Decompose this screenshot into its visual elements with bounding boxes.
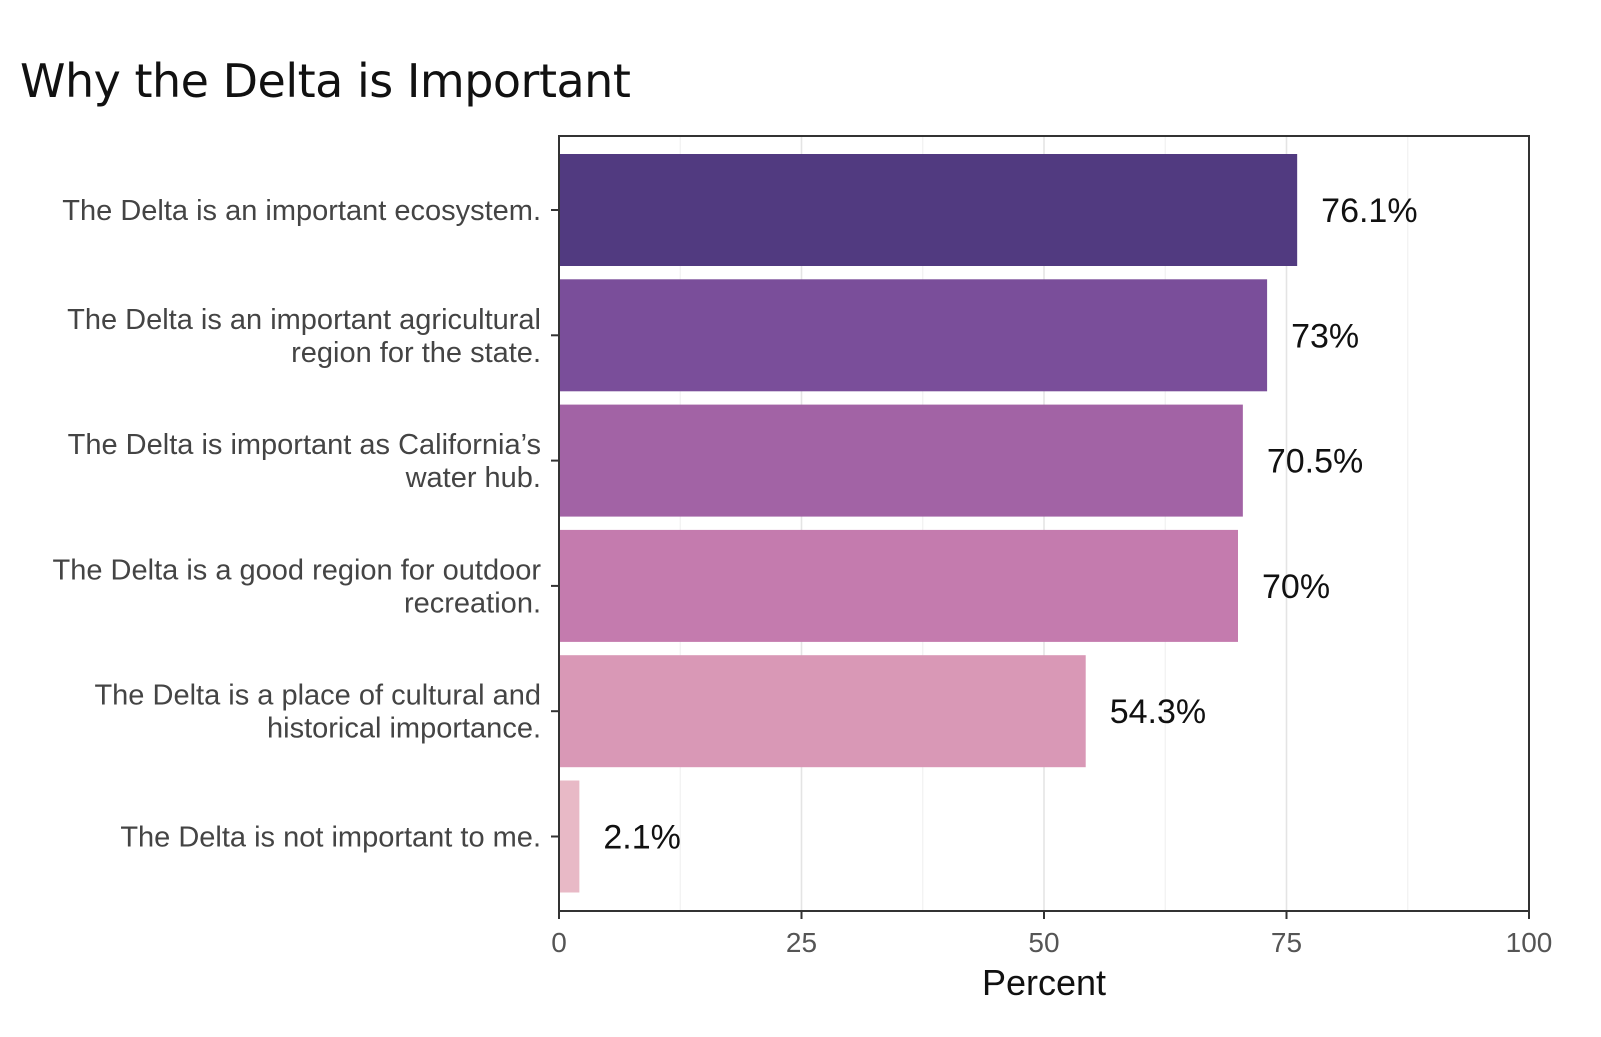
category-label-line: The Delta is an important agricultural	[67, 304, 541, 336]
category-label-line: The Delta is a place of cultural and	[94, 680, 541, 712]
x-tick-label: 0	[551, 927, 567, 958]
category-label-line: water hub.	[405, 462, 541, 494]
value-label: 2.1%	[603, 819, 681, 857]
category-label: The Delta is an important agricultural re…	[67, 304, 541, 369]
bars	[559, 154, 1298, 893]
x-tick-label: 25	[786, 927, 817, 958]
value-label: 73%	[1291, 317, 1359, 355]
category-label-line: region for the state.	[291, 337, 541, 369]
category-label: The Delta is important as California’s wa…	[68, 429, 541, 494]
category-label: The Delta is a good region for outdoor re…	[53, 554, 542, 619]
bar	[559, 279, 1268, 392]
category-label: The Delta is a place of cultural and hist…	[94, 680, 541, 745]
category-label-line: historical importance.	[267, 713, 541, 745]
x-tick-label: 100	[1506, 927, 1553, 958]
value-label: 70%	[1262, 568, 1330, 606]
value-label: 76.1%	[1321, 192, 1417, 230]
value-labels: 76.1% 73% 70.5% 70% 54.3% 2.1%	[603, 192, 1417, 857]
chart-title: Why the Delta is Important	[20, 54, 630, 108]
category-label-line: The Delta is a good region for outdoor	[53, 554, 542, 586]
x-tick-label: 50	[1028, 927, 1059, 958]
value-label: 70.5%	[1267, 443, 1363, 481]
x-axis: 0 25 50 75 100	[551, 911, 1552, 958]
x-axis-title: Percent	[982, 962, 1106, 1003]
bar	[559, 404, 1243, 517]
bar	[559, 529, 1238, 642]
x-tick-label: 75	[1271, 927, 1302, 958]
category-label-line: The Delta is an important ecosystem.	[62, 195, 541, 227]
bar	[559, 154, 1298, 266]
value-label: 54.3%	[1110, 693, 1206, 731]
bar	[559, 655, 1086, 768]
category-label-line: The Delta is important as California’s	[68, 429, 541, 461]
category-label-line: recreation.	[404, 587, 541, 619]
category-label: The Delta is not important to me.	[120, 822, 541, 854]
category-label-line: The Delta is not important to me.	[120, 822, 541, 854]
category-labels: The Delta is an important ecosystem. The …	[53, 195, 559, 854]
bar	[559, 780, 580, 893]
category-label: The Delta is an important ecosystem.	[62, 195, 541, 227]
